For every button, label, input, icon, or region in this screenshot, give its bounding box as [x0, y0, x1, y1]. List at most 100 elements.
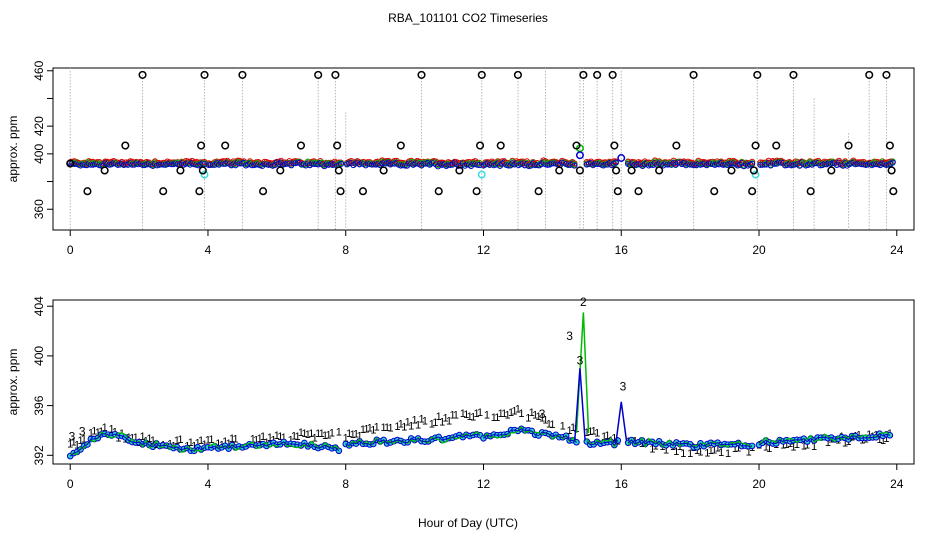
- series-1-marker: 1: [350, 429, 356, 441]
- outlier-point: [176, 166, 185, 175]
- outlier-point: [748, 187, 757, 196]
- outlier-point: [885, 141, 894, 150]
- outlier-point: [689, 70, 698, 79]
- series-3-line: [586, 440, 619, 446]
- series-2-spike: [575, 312, 590, 433]
- series-1-marker: 1: [308, 428, 314, 440]
- series-1-marker: 1: [811, 441, 817, 453]
- series-1-marker: 1: [536, 411, 542, 423]
- series-1-marker: 1: [367, 422, 373, 434]
- series-1-marker: 1: [515, 404, 521, 416]
- bottom-xtick-label: 4: [205, 477, 212, 491]
- series-1-marker: 1: [174, 435, 180, 447]
- series-1-marker: 1: [253, 434, 259, 446]
- baseline-point: [337, 160, 345, 168]
- outlier-point: [121, 141, 130, 150]
- outlier-point: [434, 187, 443, 196]
- outlier-point: [579, 70, 588, 79]
- series-3-line: [345, 433, 481, 446]
- series-1-marker: 1: [732, 443, 738, 455]
- outlier-point: [612, 166, 621, 175]
- outlier-point: [593, 70, 602, 79]
- series-number-label: 3: [69, 429, 76, 443]
- series-1-marker: 1: [257, 433, 263, 445]
- baseline-point: [571, 162, 578, 169]
- series-1-marker: 1: [260, 431, 266, 443]
- series-1-marker: 1: [477, 407, 483, 419]
- series-1-marker: 1: [842, 437, 848, 449]
- top-xtick-label: 20: [752, 243, 766, 257]
- series-1-marker: 1: [67, 439, 73, 451]
- outlier-point: [314, 70, 323, 79]
- series-1-marker: 1: [226, 438, 232, 450]
- series-1-marker: 1: [508, 407, 514, 419]
- series-2-line: [207, 440, 340, 452]
- series-1-marker: 1: [102, 422, 108, 434]
- series-1-marker: 1: [594, 428, 600, 440]
- series-1-marker: 1: [546, 418, 552, 430]
- outlier-point: [634, 187, 643, 196]
- series-1-marker: 1: [694, 445, 700, 457]
- bottom-xtick-label: 20: [752, 477, 766, 491]
- bottom-panel: approx. ppm Hour of Day (UTC) 0 4 8 12 16 20 2…: [6, 295, 915, 530]
- series-number-label: 2: [580, 295, 587, 309]
- series-1-marker: 1: [432, 417, 438, 429]
- series-1-marker: 1: [346, 428, 352, 440]
- series-1-marker: 1: [584, 427, 590, 439]
- series-1-marker: 1: [415, 419, 421, 431]
- series-1-marker: 1: [322, 430, 328, 442]
- series-1-marker: 1: [529, 407, 535, 419]
- series-1-marker: 1: [604, 430, 610, 442]
- series-1-marker: 1: [360, 424, 366, 436]
- series-1-marker: 1: [790, 441, 796, 453]
- series-1-marker: 1: [880, 435, 886, 447]
- series-1-marker: 1: [687, 448, 693, 460]
- series-1-marker: 1: [453, 409, 459, 421]
- series-1-marker: 1: [191, 440, 197, 452]
- series-1-marker: 1: [763, 441, 769, 453]
- series-1-marker: 1: [363, 424, 369, 436]
- series-1-marker: 1: [133, 432, 139, 444]
- outlier-point: [100, 166, 109, 175]
- series-1-marker: 1: [229, 433, 235, 445]
- highlight-point: [575, 151, 584, 160]
- series-1-marker: 1: [418, 414, 424, 426]
- series-1-marker: 1: [215, 438, 221, 450]
- series-1-marker: 1: [474, 408, 480, 420]
- series-1-marker: 1: [74, 440, 80, 452]
- series-1-marker: 1: [746, 446, 752, 458]
- series-1-marker: 1: [353, 428, 359, 440]
- series-1-marker: 1: [704, 448, 710, 460]
- series-1-marker: 1: [649, 444, 655, 456]
- bottom-panel-ylabel: approx. ppm: [6, 349, 20, 416]
- series-1-marker: 1: [591, 425, 597, 437]
- series-1-marker: 1: [108, 424, 114, 436]
- series-1-marker: 1: [387, 422, 393, 434]
- series-1-marker: 1: [95, 427, 101, 439]
- series-1-marker: 1: [312, 432, 318, 444]
- top-xtick-label: 16: [615, 243, 629, 257]
- outlier-point: [672, 141, 681, 150]
- series-1-marker: 1: [401, 421, 407, 433]
- outlier-point: [472, 187, 481, 196]
- bottom-panel-xlabel: Hour of Day (UTC): [418, 516, 518, 530]
- series-1-marker: 1: [673, 446, 679, 458]
- bottom-xtick-label: 0: [67, 477, 74, 491]
- outlier-point: [710, 187, 719, 196]
- series-1-marker: 1: [150, 435, 156, 447]
- outlier-point: [727, 166, 736, 175]
- outlier-point: [655, 166, 664, 175]
- series-3-line: [207, 441, 340, 452]
- outlier-point: [534, 187, 543, 196]
- outlier-point: [417, 70, 426, 79]
- series-1-marker: 1: [780, 440, 786, 452]
- outlier-point: [610, 141, 619, 150]
- outlier-point: [379, 166, 388, 175]
- top-ytick-label: 460: [32, 60, 46, 80]
- outlier-point: [827, 166, 836, 175]
- series-1-marker: 1: [281, 432, 287, 444]
- baseline-point: [749, 160, 756, 167]
- bottom-xtick-label: 24: [890, 477, 904, 491]
- series-number-label: 3: [566, 329, 573, 343]
